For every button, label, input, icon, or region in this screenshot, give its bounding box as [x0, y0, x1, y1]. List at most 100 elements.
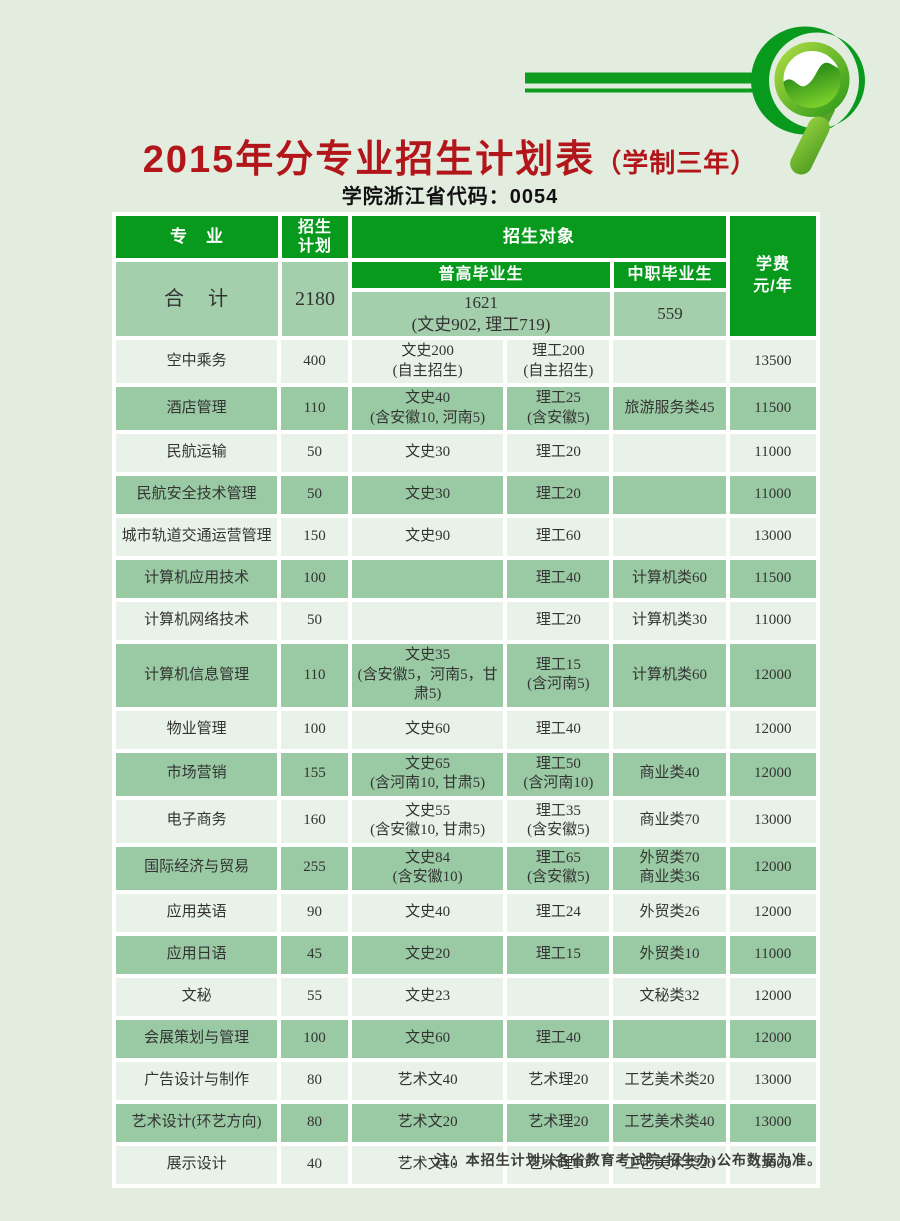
- table-row: 计算机信息管理 110 文史35 (含安徽5，河南5，甘肃5) 理工15 (含河南5) 计算…: [116, 644, 816, 707]
- wenshi-cell: 文史40: [351, 893, 504, 932]
- plan-cell: 400: [281, 340, 348, 383]
- vocational-cell: 计算机类30: [613, 602, 726, 640]
- vocational-cell: 商业类70: [613, 799, 726, 843]
- ligong-cell: 艺术理20: [507, 1103, 610, 1142]
- ligong-cell: 理工20: [507, 476, 610, 514]
- major-cell: 城市轨道交通运营管理: [116, 518, 278, 556]
- ligong-cell: 理工40: [507, 1019, 610, 1058]
- table-row: 电子商务 160 文史55 (含安徽10, 甘肃5) 理工35 (含安徽5) 商业类70 13…: [116, 799, 816, 843]
- table-row: 民航安全技术管理 50 文史30 理工20 11000: [116, 476, 816, 514]
- wenshi-cell: 文史30: [351, 434, 504, 472]
- plan-cell: 50: [281, 434, 348, 472]
- major-cell: 物业管理: [116, 710, 278, 749]
- major-cell: 计算机应用技术: [116, 560, 278, 598]
- plan-cell: 150: [281, 518, 348, 556]
- vocational-cell: [613, 434, 726, 472]
- header-target: 招生对象: [352, 216, 726, 258]
- ligong-cell: 理工35 (含安徽5): [507, 799, 610, 843]
- vocational-cell: 计算机类60: [613, 560, 726, 598]
- fee-cell: 13000: [729, 1103, 816, 1142]
- deco-bar-thick: [525, 72, 757, 84]
- vocational-cell: 外贸类10: [613, 935, 726, 974]
- header-fee: 学费 元/年: [730, 216, 816, 336]
- header-plan: 招生 计划: [282, 216, 348, 258]
- fee-cell: 11000: [729, 476, 816, 514]
- ligong-cell: 艺术理10: [507, 1145, 610, 1184]
- vocational-cell: 外贸类26: [613, 893, 726, 932]
- major-cell: 计算机信息管理: [116, 644, 278, 707]
- major-cell: 民航运输: [116, 434, 278, 472]
- ligong-cell: 理工65 (含安徽5): [507, 846, 610, 890]
- fee-cell: 11500: [729, 387, 816, 430]
- header-major: 专 业: [116, 216, 278, 258]
- table-body: 空中乘务 400 文史200 (自主招生) 理工200 (自主招生) 13500 酒店管理 1…: [116, 340, 816, 1184]
- fee-cell: 12000: [729, 977, 816, 1016]
- fee-cell: 13500: [729, 340, 816, 383]
- ligong-cell: 理工25 (含安徽5): [507, 387, 610, 430]
- table-row: 应用日语 45 文史20 理工15 外贸类10 11000: [116, 935, 816, 974]
- ligong-cell: 艺术理20: [507, 1061, 610, 1100]
- vocational-cell: 工艺美术类20: [613, 1061, 726, 1100]
- plan-cell: 90: [281, 893, 348, 932]
- major-cell: 文秘: [116, 977, 278, 1016]
- table-row: 城市轨道交通运营管理 150 文史90 理工60 13000: [116, 518, 816, 556]
- plan-cell: 55: [281, 977, 348, 1016]
- fee-cell: 11000: [729, 602, 816, 640]
- vocational-cell: [613, 476, 726, 514]
- lens-swoosh: [783, 62, 841, 109]
- total-vocational: 559: [614, 292, 726, 336]
- table-header-section: 专 业 招生 计划 招生对象 学费 元/年 合 计 2180 普高毕业生 中职毕业生…: [116, 216, 816, 336]
- fee-cell: 13000: [729, 1061, 816, 1100]
- wenshi-cell: 艺术文10: [351, 1145, 504, 1184]
- vocational-cell: 文秘类32: [613, 977, 726, 1016]
- major-cell: 艺术设计(环艺方向): [116, 1103, 278, 1142]
- title-main: 2015年分专业招生计划表: [142, 139, 596, 181]
- wenshi-cell: 文史60: [351, 710, 504, 749]
- vocational-cell: 计算机类60: [613, 644, 726, 707]
- fee-cell: 11000: [729, 434, 816, 472]
- plan-cell: 110: [281, 644, 348, 707]
- enrollment-table: 专 业 招生 计划 招生对象 学费 元/年 合 计 2180 普高毕业生 中职毕业生…: [112, 212, 820, 1188]
- ligong-cell: 理工50 (含河南10): [507, 752, 610, 796]
- title-suffix: （学制三年）: [595, 148, 758, 178]
- wenshi-cell: [351, 560, 504, 598]
- vocational-cell: 工艺美术类40: [613, 1103, 726, 1142]
- major-cell: 计算机网络技术: [116, 602, 278, 640]
- plan-cell: 80: [281, 1103, 348, 1142]
- fee-cell: 12000: [729, 1019, 816, 1058]
- wenshi-cell: 文史40 (含安徽10, 河南5): [351, 387, 504, 430]
- table-row: 计算机网络技术 50 理工20 计算机类30 11000: [116, 602, 816, 640]
- plan-cell: 100: [281, 560, 348, 598]
- ligong-cell: 理工200 (自主招生): [507, 340, 610, 383]
- vocational-cell: 外贸类70 商业类36: [613, 846, 726, 890]
- vocational-cell: [613, 1019, 726, 1058]
- ligong-cell: 理工20: [507, 434, 610, 472]
- fee-cell: 13000: [729, 799, 816, 843]
- table-row: 文秘 55 文史23 文秘类32 12000: [116, 977, 816, 1016]
- wenshi-cell: 文史60: [351, 1019, 504, 1058]
- table-row: 计算机应用技术 100 理工40 计算机类60 11500: [116, 560, 816, 598]
- fee-cell: 12000: [729, 752, 816, 796]
- fee-cell: 12000: [729, 710, 816, 749]
- wenshi-cell: 文史30: [351, 476, 504, 514]
- ligong-cell: 理工15 (含河南5): [507, 644, 610, 707]
- major-cell: 应用日语: [116, 935, 278, 974]
- table-row: 物业管理 100 文史60 理工40 12000: [116, 710, 816, 749]
- table-row: 国际经济与贸易 255 文史84 (含安徽10) 理工65 (含安徽5) 外贸类70 商业类3…: [116, 846, 816, 890]
- major-cell: 市场营销: [116, 752, 278, 796]
- major-cell: 酒店管理: [116, 387, 278, 430]
- vocational-cell: [613, 518, 726, 556]
- ligong-cell: 理工20: [507, 602, 610, 640]
- wenshi-cell: 文史55 (含安徽10, 甘肃5): [351, 799, 504, 843]
- fee-cell: 12000: [729, 846, 816, 890]
- table-row: 空中乘务 400 文史200 (自主招生) 理工200 (自主招生) 13500: [116, 340, 816, 383]
- plan-cell: 100: [281, 710, 348, 749]
- wenshi-cell: 文史20: [351, 935, 504, 974]
- plan-cell: 100: [281, 1019, 348, 1058]
- wenshi-cell: 艺术文40: [351, 1061, 504, 1100]
- fee-cell: 11000: [729, 935, 816, 974]
- wenshi-cell: 文史84 (含安徽10): [351, 846, 504, 890]
- plan-cell: 40: [281, 1145, 348, 1184]
- vocational-cell: [613, 340, 726, 383]
- table-row: 民航运输 50 文史30 理工20 11000: [116, 434, 816, 472]
